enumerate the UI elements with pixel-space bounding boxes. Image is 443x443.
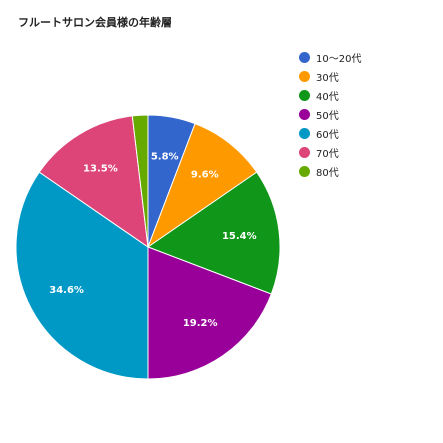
legend-label-30s: 30代	[316, 73, 339, 84]
legend-swatch-80s	[299, 166, 310, 177]
legend-swatch-30s	[299, 71, 310, 82]
pie-slice-80s[interactable]	[131, 114, 149, 248]
pie-slice-30s[interactable]	[146, 123, 258, 249]
pie-slice-60s[interactable]	[15, 171, 149, 380]
legend-swatch-70s	[299, 147, 310, 158]
pie-label-50s: 19.2%	[183, 318, 218, 329]
legend-swatch-10-20s	[299, 52, 310, 63]
legend-label-50s: 50代	[316, 111, 339, 122]
legend-label-10-20s: 10〜20代	[316, 54, 362, 65]
legend-label-60s: 60代	[316, 130, 339, 141]
pie-slice-50s[interactable]	[147, 246, 272, 380]
pie-label-70s: 13.5%	[83, 163, 118, 174]
pie-slice-70s[interactable]	[38, 115, 149, 249]
pie-label-40s: 15.4%	[222, 231, 257, 242]
legend-item-50s[interactable]: 50代	[299, 105, 361, 124]
legend-item-10-20s[interactable]: 10〜20代	[299, 48, 361, 67]
pie-label-30s: 9.6%	[191, 170, 219, 181]
legend-item-70s[interactable]: 70代	[299, 143, 361, 162]
chart-legend: 10〜20代 30代 40代 50代 60代 70代 80代	[299, 48, 361, 181]
legend-label-70s: 70代	[316, 149, 339, 160]
legend-label-80s: 80代	[316, 168, 339, 179]
legend-swatch-60s	[299, 128, 310, 139]
legend-swatch-50s	[299, 109, 310, 120]
legend-item-60s[interactable]: 60代	[299, 124, 361, 143]
pie-slice-40s[interactable]	[146, 171, 281, 295]
legend-item-30s[interactable]: 30代	[299, 67, 361, 86]
legend-item-40s[interactable]: 40代	[299, 86, 361, 105]
chart-title: フルートサロン会員様の年齢層	[18, 16, 172, 29]
legend-label-40s: 40代	[316, 92, 339, 103]
legend-swatch-40s	[299, 90, 310, 101]
pie-label-10-20s: 5.8%	[151, 152, 179, 163]
legend-item-80s[interactable]: 80代	[299, 162, 361, 181]
pie-label-60s: 34.6%	[49, 285, 84, 296]
